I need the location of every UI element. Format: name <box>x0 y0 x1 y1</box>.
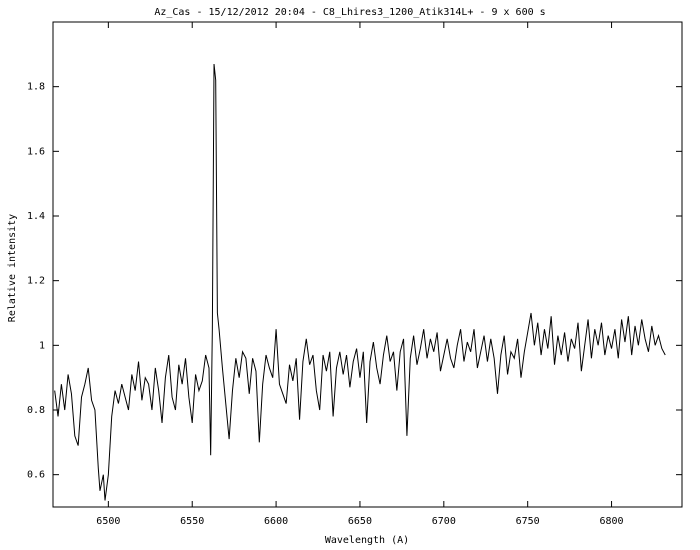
y-tick-label: 1 <box>39 340 45 351</box>
plot-frame <box>52 21 683 508</box>
x-tick-label: 6650 <box>348 516 372 527</box>
x-axis-label: Wavelength (A) <box>325 535 409 546</box>
y-tick-label: 0.8 <box>27 405 45 416</box>
y-tick-label: 1.2 <box>27 276 45 287</box>
chart-title: Az_Cas - 15/12/2012 20:04 - C8_Lhires3_1… <box>154 7 545 18</box>
x-tick-label: 6750 <box>516 516 540 527</box>
x-tick-label: 6700 <box>432 516 456 527</box>
y-tick-label: 1.8 <box>27 82 45 93</box>
y-tick-label: 0.6 <box>27 470 45 481</box>
x-tick-label: 6550 <box>180 516 204 527</box>
y-axis-label: Relative intensity <box>7 214 18 322</box>
x-tick-label: 6600 <box>264 516 288 527</box>
y-tick-label: 1.4 <box>27 211 45 222</box>
y-tick-label: 1.6 <box>27 146 45 157</box>
x-tick-label: 6500 <box>96 516 120 527</box>
x-tick-label: 6800 <box>600 516 624 527</box>
spectrum-line <box>54 63 666 501</box>
